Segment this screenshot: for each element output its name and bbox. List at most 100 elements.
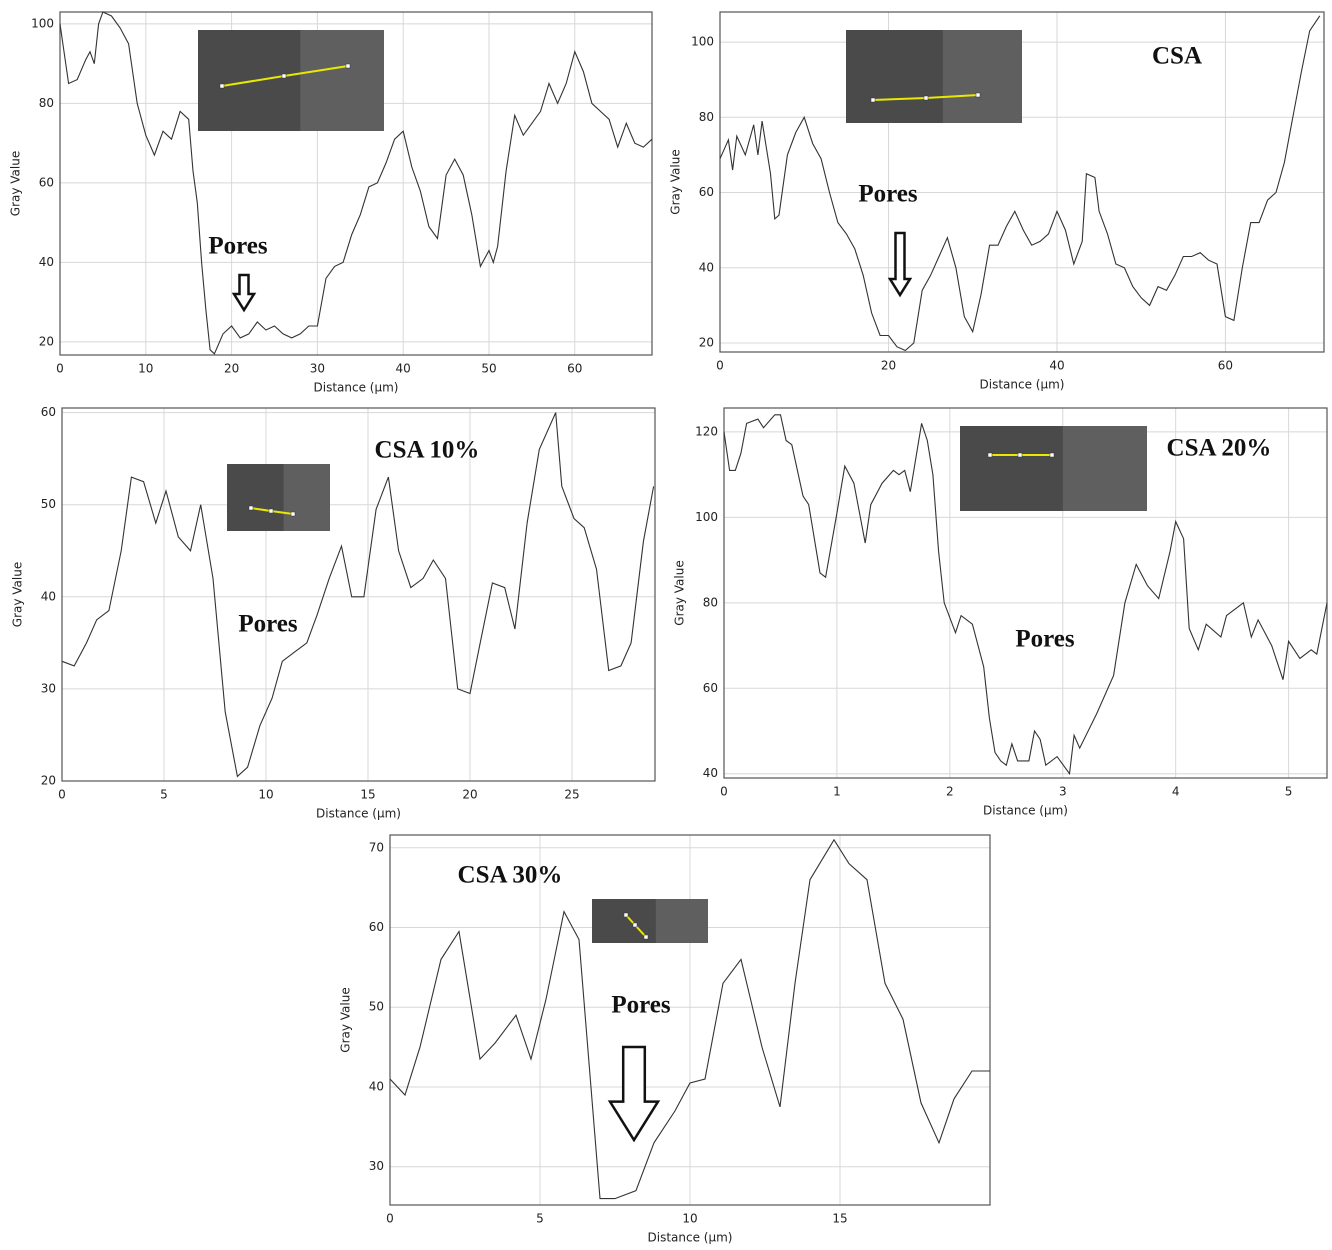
profile-handle — [219, 83, 225, 89]
plot-frame — [59, 11, 653, 356]
profile-handle — [1017, 452, 1023, 458]
y-tick-label: 100 — [31, 16, 54, 30]
profile-handle — [632, 922, 638, 928]
sem-inset-shade — [283, 464, 330, 531]
pore-arrow — [607, 1045, 661, 1143]
x-tick-label: 15 — [832, 1212, 847, 1226]
sem-inset-shade — [1062, 426, 1147, 511]
x-tick-label: 3 — [1059, 785, 1067, 799]
x-tick-label: 20 — [462, 788, 477, 802]
y-axis-label: Gray Value — [673, 560, 687, 625]
x-tick-label: 20 — [224, 362, 239, 376]
data-line — [59, 11, 653, 355]
data-line — [389, 838, 990, 1200]
x-tick-label: 5 — [1285, 785, 1293, 799]
data-line — [61, 412, 655, 778]
y-tick-label: 20 — [39, 334, 54, 348]
profile-handle — [248, 505, 254, 511]
x-tick-label: 0 — [58, 788, 66, 802]
y-tick-label: 60 — [369, 920, 384, 934]
profile-handle — [975, 92, 981, 98]
annotation: CSA 20% — [1167, 435, 1272, 462]
y-tick-label: 100 — [691, 35, 714, 49]
y-tick-label: 30 — [41, 681, 56, 695]
data-line — [723, 414, 1328, 776]
y-axis-label: Gray Value — [11, 562, 25, 627]
data-line — [719, 15, 1321, 352]
x-tick-label: 15 — [360, 788, 375, 802]
y-tick-label: 80 — [703, 595, 718, 609]
y-tick-label: 40 — [39, 255, 54, 269]
x-tick-label: 10 — [258, 788, 273, 802]
x-tick-label: 40 — [1049, 359, 1064, 373]
y-tick-label: 40 — [41, 589, 56, 603]
y-tick-label: 60 — [39, 175, 54, 189]
x-tick-label: 4 — [1172, 785, 1180, 799]
annotation: Pores — [208, 233, 268, 260]
sem-inset-shade — [942, 30, 1022, 123]
y-tick-label: 70 — [369, 840, 384, 854]
y-tick-label: 120 — [695, 424, 718, 438]
y-tick-label: 50 — [41, 497, 56, 511]
y-tick-label: 30 — [369, 1159, 384, 1173]
y-tick-label: 60 — [703, 681, 718, 695]
x-tick-label: 50 — [481, 362, 496, 376]
plot-frame — [61, 407, 656, 782]
profile-handle — [1049, 452, 1055, 458]
x-tick-label: 20 — [881, 359, 896, 373]
y-tick-label: 100 — [695, 510, 718, 524]
y-axis-label: Gray Value — [9, 151, 23, 216]
x-tick-label: 30 — [310, 362, 325, 376]
plot-frame — [389, 834, 991, 1206]
x-axis-label: Distance (µm) — [983, 804, 1068, 818]
pore-arrow — [887, 231, 913, 298]
profile-handle — [281, 73, 287, 79]
y-tick-label: 40 — [369, 1079, 384, 1093]
y-axis-label: Gray Value — [669, 149, 683, 214]
profile-handle — [870, 97, 876, 103]
y-tick-label: 80 — [699, 110, 714, 124]
x-tick-label: 10 — [138, 362, 153, 376]
x-tick-label: 40 — [396, 362, 411, 376]
x-tick-label: 0 — [56, 362, 64, 376]
annotation: CSA — [1152, 43, 1202, 70]
y-tick-label: 60 — [41, 405, 56, 419]
annotation: CSA 10% — [375, 437, 480, 464]
profile-handle — [290, 511, 296, 517]
annotation: Pores — [238, 611, 298, 638]
x-axis-label: Distance (µm) — [980, 378, 1065, 392]
sem-inset-shade — [655, 899, 708, 943]
x-tick-label: 60 — [567, 362, 582, 376]
x-tick-label: 2 — [946, 785, 954, 799]
y-tick-label: 20 — [699, 335, 714, 349]
x-axis-label: Distance (µm) — [314, 381, 399, 395]
annotation: Pores — [1015, 626, 1075, 653]
sem-inset-shade — [300, 30, 384, 131]
x-tick-label: 1 — [833, 785, 841, 799]
profile-handle — [987, 452, 993, 458]
profile-handle — [345, 63, 351, 69]
x-tick-label: 10 — [682, 1212, 697, 1226]
y-tick-label: 40 — [699, 260, 714, 274]
profile-handle — [268, 508, 274, 514]
x-tick-label: 5 — [160, 788, 168, 802]
pore-arrow — [231, 273, 257, 313]
profile-handle — [923, 95, 929, 101]
y-tick-label: 50 — [369, 1000, 384, 1014]
x-tick-label: 60 — [1218, 359, 1233, 373]
plot-frame — [723, 407, 1328, 779]
y-tick-label: 60 — [699, 185, 714, 199]
plot-frame — [719, 11, 1325, 353]
y-tick-label: 40 — [703, 766, 718, 780]
x-tick-label: 0 — [720, 785, 728, 799]
y-tick-label: 80 — [39, 96, 54, 110]
x-tick-label: 25 — [564, 788, 579, 802]
y-axis-label: Gray Value — [339, 987, 353, 1052]
x-tick-label: 0 — [716, 359, 724, 373]
x-tick-label: 0 — [386, 1212, 394, 1226]
x-axis-label: Distance (µm) — [648, 1231, 733, 1245]
x-axis-label: Distance (µm) — [316, 807, 401, 821]
y-tick-label: 20 — [41, 774, 56, 788]
profile-handle — [643, 934, 649, 940]
annotation: CSA 30% — [458, 862, 563, 889]
